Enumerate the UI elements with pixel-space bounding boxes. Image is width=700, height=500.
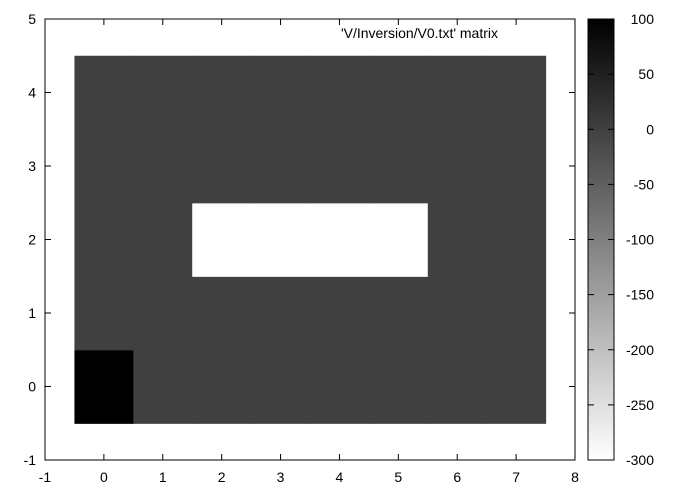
heatmap-cell — [486, 129, 547, 204]
x-tick-label: 8 — [571, 469, 579, 485]
heatmap-cell — [251, 349, 311, 424]
heatmap-cell — [133, 349, 193, 424]
colorbar-tick-label: -300 — [626, 452, 654, 468]
heatmap-cell — [133, 276, 193, 351]
heatmap-cell — [368, 129, 429, 204]
heatmap-cell — [486, 55, 547, 130]
y-tick-label: 1 — [28, 305, 36, 321]
heatmap-cell — [368, 55, 429, 130]
heatmap-cell — [251, 276, 311, 351]
colorbar-tick-label: 50 — [638, 66, 654, 82]
y-tick-label: 0 — [28, 379, 36, 395]
heatmap-cell — [486, 349, 547, 424]
heatmap-cell — [486, 202, 547, 277]
colorbar-tick-label: -200 — [626, 342, 654, 358]
legend-label: 'V/Inversion/V0.txt' matrix — [341, 25, 498, 41]
heatmap-cell — [310, 276, 370, 351]
heatmap-cell — [192, 276, 252, 351]
heatmap-cell — [310, 349, 370, 424]
y-tick-label: 2 — [28, 232, 36, 248]
heatmap-cell — [427, 129, 488, 204]
x-tick-label: 6 — [453, 469, 461, 485]
colorbar-tick-label: -50 — [634, 176, 654, 192]
x-tick-label: 1 — [159, 469, 167, 485]
colorbar-tick-label: 100 — [631, 11, 655, 27]
x-axis: -1 0 1 2 3 4 5 6 7 8 — [39, 19, 579, 485]
heatmap-cell — [368, 276, 429, 351]
x-tick-label: 2 — [218, 469, 226, 485]
heatmap-cell — [251, 202, 311, 277]
colorbar-ticks: 100 50 0 -50 -100 -150 -200 -250 -300 — [588, 11, 654, 468]
heatmap-cell — [251, 55, 311, 130]
heatmap-cell — [486, 276, 547, 351]
heatmap-cell — [133, 129, 193, 204]
y-tick-label: -1 — [24, 452, 37, 468]
heatmap-cell — [74, 129, 134, 204]
heatmap-cell — [427, 55, 488, 130]
x-tick-label: 5 — [394, 469, 402, 485]
heatmap-cell — [251, 129, 311, 204]
heatmap-cells — [74, 55, 547, 424]
heatmap-cell — [74, 202, 134, 277]
colorbar-tick-label: -150 — [626, 287, 654, 303]
y-axis: -1 0 1 2 3 4 5 — [24, 11, 575, 468]
colorbar-tick-label: -100 — [626, 232, 654, 248]
heatmap-cell — [74, 55, 134, 130]
x-tick-label: -1 — [39, 469, 52, 485]
heatmap-cell — [192, 129, 252, 204]
heatmap-cell — [310, 202, 370, 277]
x-tick-label: 7 — [512, 469, 520, 485]
heatmap-cell — [310, 129, 370, 204]
colorbar-tick-label: 0 — [646, 121, 654, 137]
heatmap-cell — [74, 349, 134, 424]
x-tick-label: 3 — [277, 469, 285, 485]
heatmap-cell — [310, 55, 370, 130]
heatmap-cell — [133, 202, 193, 277]
heatmap-cell — [368, 349, 429, 424]
heatmap-cell — [427, 349, 488, 424]
heatmap-cell — [427, 202, 488, 277]
y-tick-label: 3 — [28, 158, 36, 174]
y-tick-label: 5 — [28, 11, 36, 27]
y-tick-label: 4 — [28, 85, 36, 101]
heatmap-cell — [133, 55, 193, 130]
heatmap-cell — [192, 55, 252, 130]
heatmap-cell — [192, 202, 252, 277]
heatmap-cell — [368, 202, 429, 277]
x-tick-label: 4 — [336, 469, 344, 485]
heatmap-cell — [427, 276, 488, 351]
x-tick-label: 0 — [100, 469, 108, 485]
heatmap-cell — [192, 349, 252, 424]
colorbar-tick-label: -250 — [626, 397, 654, 413]
colorbar: 100 50 0 -50 -100 -150 -200 -250 -300 — [587, 11, 654, 468]
heatmap-cell — [74, 276, 134, 351]
